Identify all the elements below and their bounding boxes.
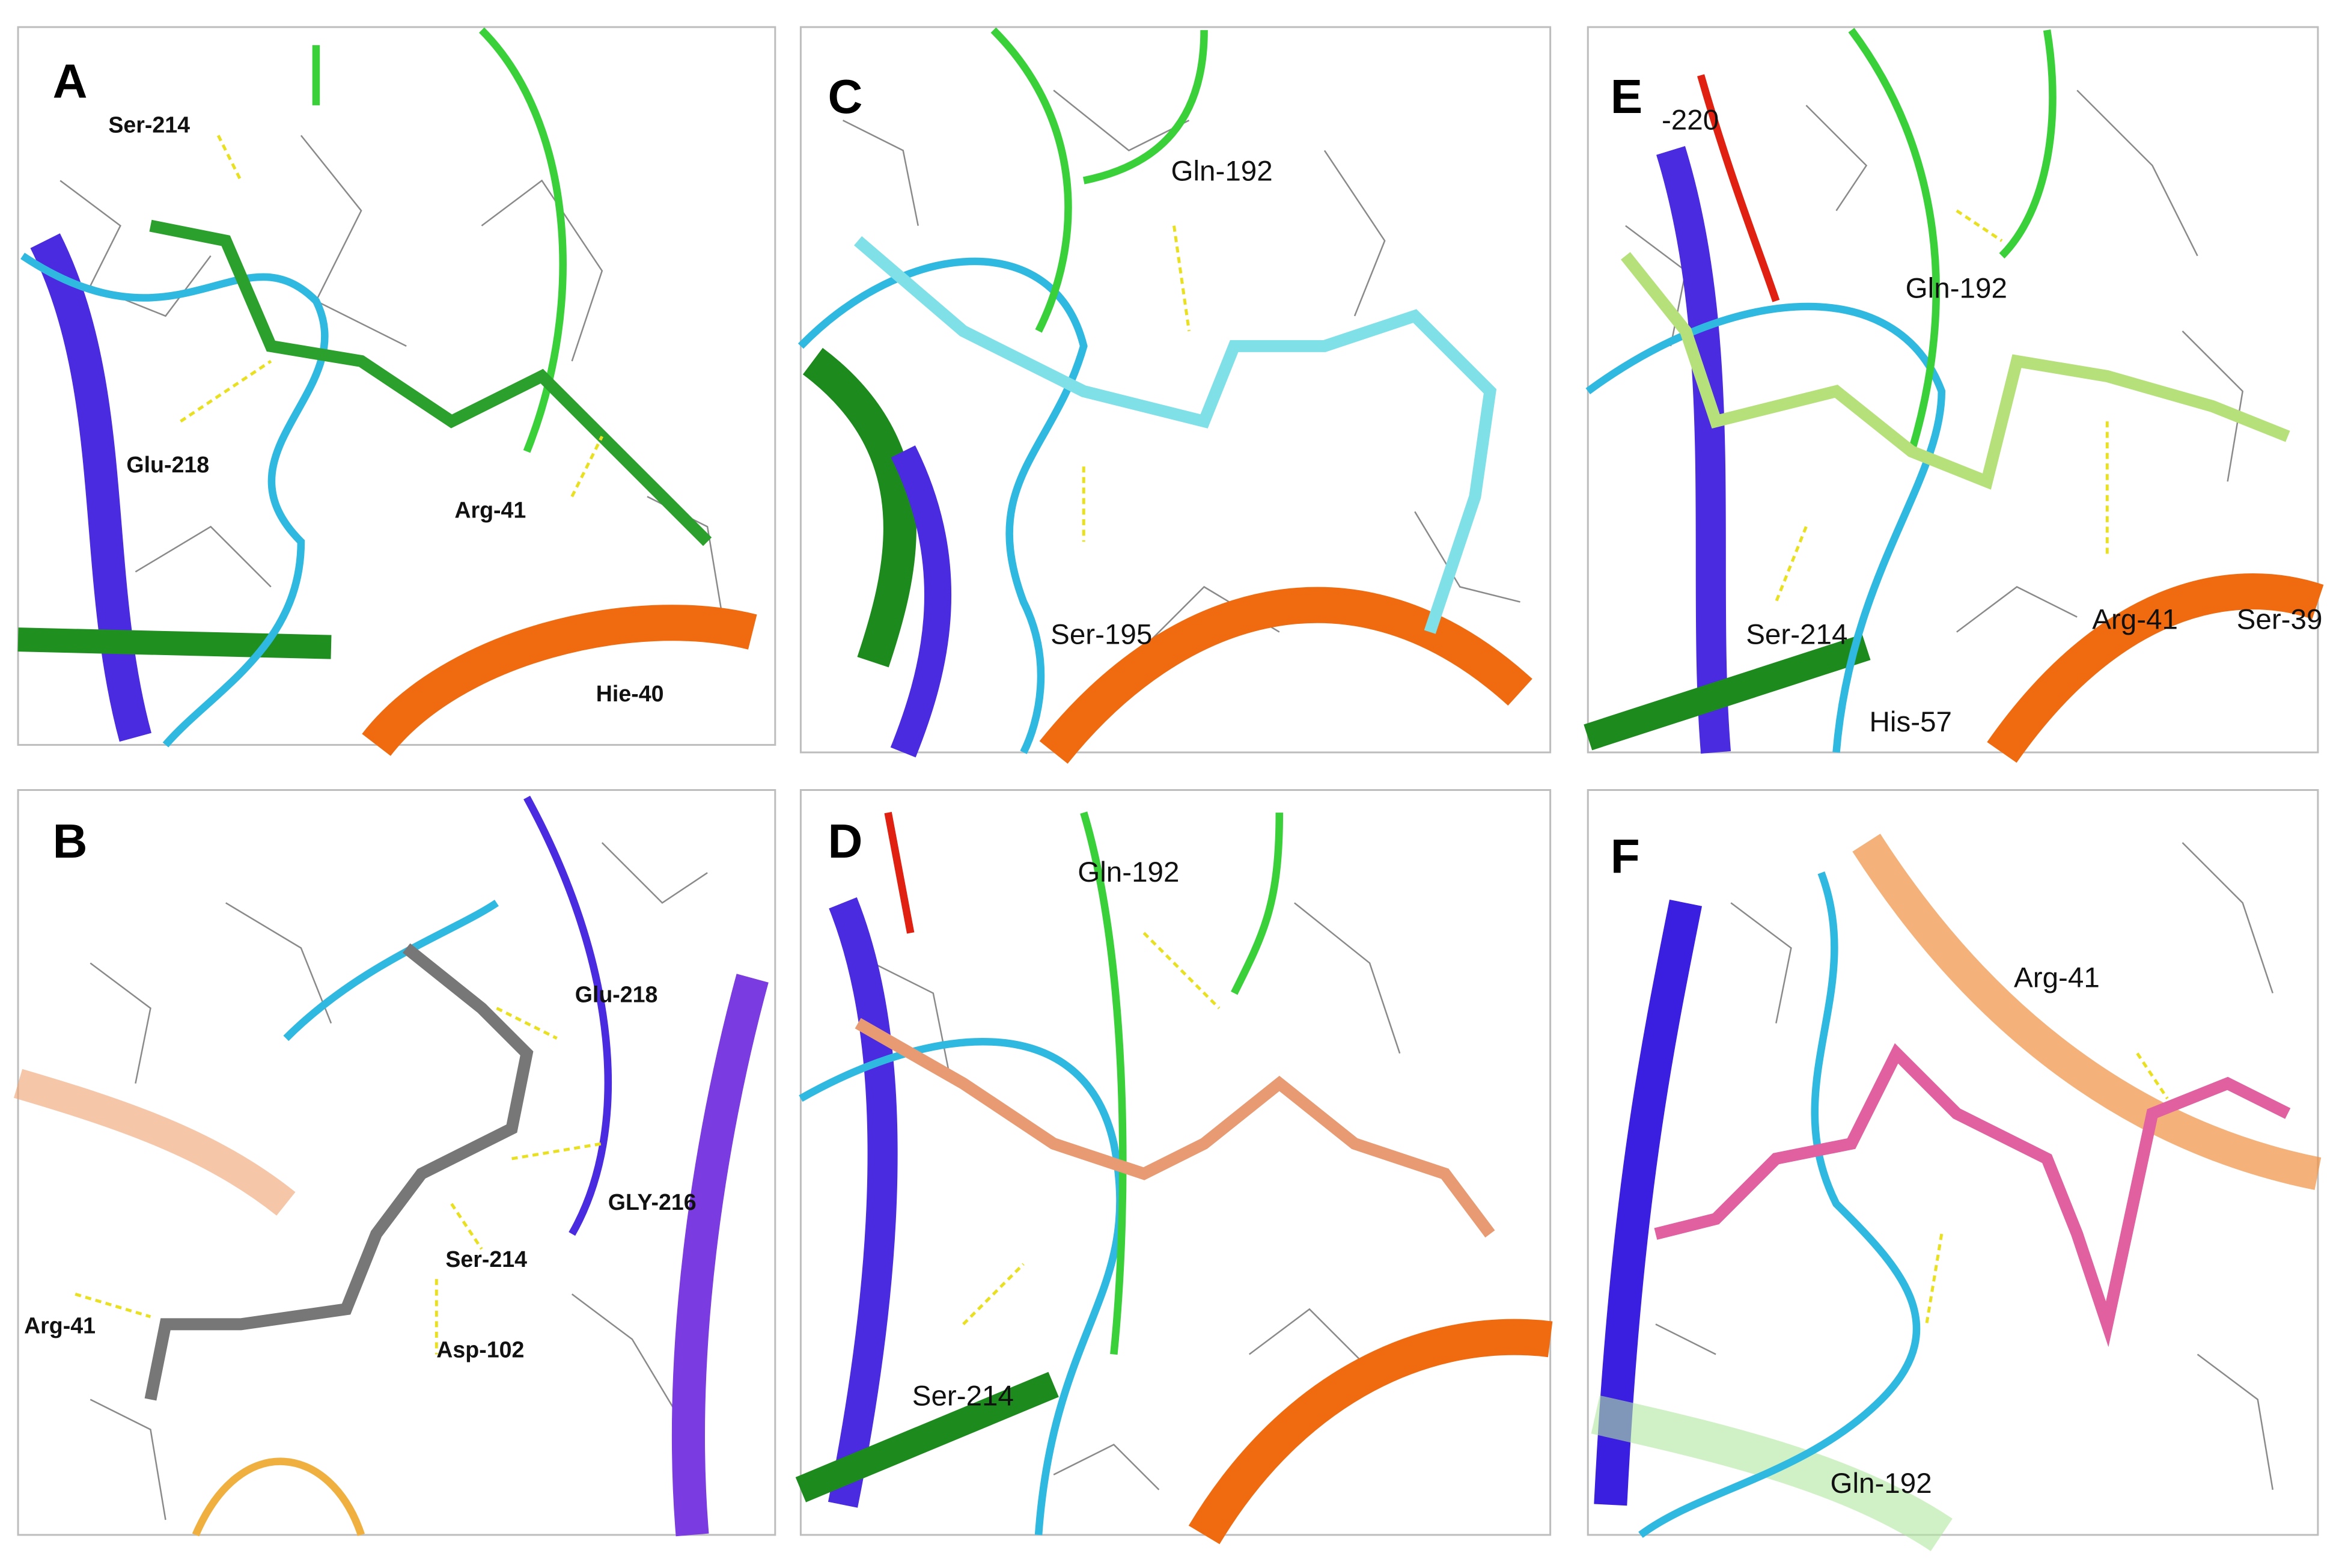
panel-c-art — [797, 27, 1532, 764]
residue-label: Gln-192 — [1171, 155, 1272, 187]
residue-label: Gln-192 — [1906, 273, 2007, 305]
panel-label: F — [1611, 829, 1640, 883]
panel-label: B — [53, 814, 88, 868]
residue-label: Hie-40 — [596, 681, 664, 706]
residue-label: Ser-214 — [108, 112, 190, 137]
residue-label: Arg-41 — [2092, 604, 2178, 636]
residue-label: Glu-218 — [126, 452, 209, 477]
residue-label: Arg-41 — [454, 497, 526, 522]
residue-label: Ser-39 — [2237, 604, 2323, 636]
residue-label: Asp-102 — [436, 1337, 524, 1362]
residue-label: Ser-214 — [1746, 619, 1847, 651]
residue-label: GLY-216 — [608, 1189, 697, 1215]
residue-label: Gln-192 — [1830, 1468, 1932, 1499]
residue-label: Ser-195 — [1051, 619, 1152, 651]
panel-a-art — [17, 27, 757, 757]
panel-e-art — [1584, 28, 2324, 763]
residue-label: Glu-218 — [575, 982, 658, 1007]
panel-f — [1587, 789, 2319, 1536]
panel-f-art — [1591, 834, 2322, 1552]
residue-label: Arg-41 — [24, 1313, 96, 1338]
panel-b — [17, 789, 776, 1536]
panel-d-art — [795, 811, 1553, 1545]
panel-b-art — [13, 796, 769, 1537]
residue-label: His-57 — [1870, 706, 1952, 738]
residue-label: Gln-192 — [1078, 856, 1179, 888]
panel-label: A — [53, 54, 88, 108]
panel-label: C — [828, 69, 862, 123]
residue-label: Arg-41 — [2014, 962, 2100, 994]
panel-label: D — [828, 814, 862, 868]
residue-label: -220 — [1662, 104, 1719, 136]
panel-label: E — [1611, 69, 1642, 123]
residue-label: Ser-214 — [445, 1246, 527, 1272]
residue-label: Ser-214 — [912, 1380, 1014, 1412]
